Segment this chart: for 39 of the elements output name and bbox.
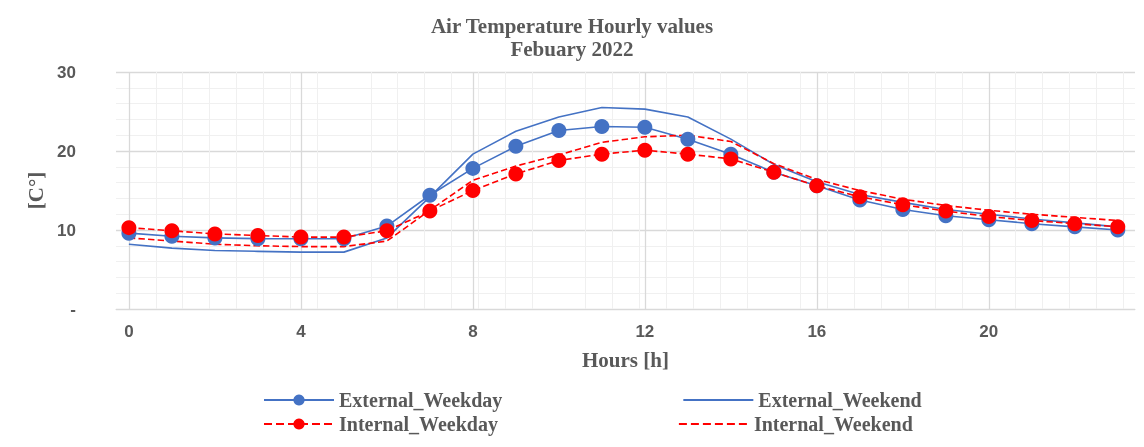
point xyxy=(938,203,954,219)
x-tick-label: 20 xyxy=(979,322,999,341)
point xyxy=(723,151,739,167)
x-tick-label: 4 xyxy=(296,322,307,341)
point xyxy=(508,138,524,154)
y-tick-label: - xyxy=(70,299,76,319)
point xyxy=(594,146,610,162)
chart-subtitle: Febuary 2022 xyxy=(510,36,634,61)
chart-title: Air Temperature Hourly values xyxy=(430,13,714,38)
point xyxy=(465,183,481,198)
point xyxy=(379,223,395,239)
point xyxy=(164,223,180,239)
point xyxy=(551,122,567,138)
legend-label: External_Weekday xyxy=(339,389,503,412)
legend-label: Internal_Weekday xyxy=(339,413,498,436)
x-tick-label: 12 xyxy=(635,322,655,341)
point xyxy=(465,160,481,176)
point xyxy=(637,142,653,158)
y-axis-title: [C°] xyxy=(23,171,48,210)
x-axis-title: Hours [h] xyxy=(582,347,669,372)
point xyxy=(551,152,567,168)
point xyxy=(680,146,696,162)
point xyxy=(422,203,438,219)
y-tick-label: 30 xyxy=(57,62,76,82)
point xyxy=(895,197,911,213)
x-tick-label: 16 xyxy=(807,322,827,341)
x-tick-label: 8 xyxy=(468,322,478,341)
point xyxy=(637,119,653,135)
point xyxy=(422,187,438,203)
point xyxy=(207,226,223,242)
y-tick-label: 10 xyxy=(57,220,76,240)
point xyxy=(121,220,137,236)
point xyxy=(594,119,610,135)
y-tick-label: 20 xyxy=(57,141,76,161)
point xyxy=(508,166,524,182)
x-tick-label: 0 xyxy=(124,322,134,341)
legend-label: External_Weekend xyxy=(758,389,922,411)
legend-label: Internal_Weekend xyxy=(753,413,913,435)
point xyxy=(680,131,696,147)
